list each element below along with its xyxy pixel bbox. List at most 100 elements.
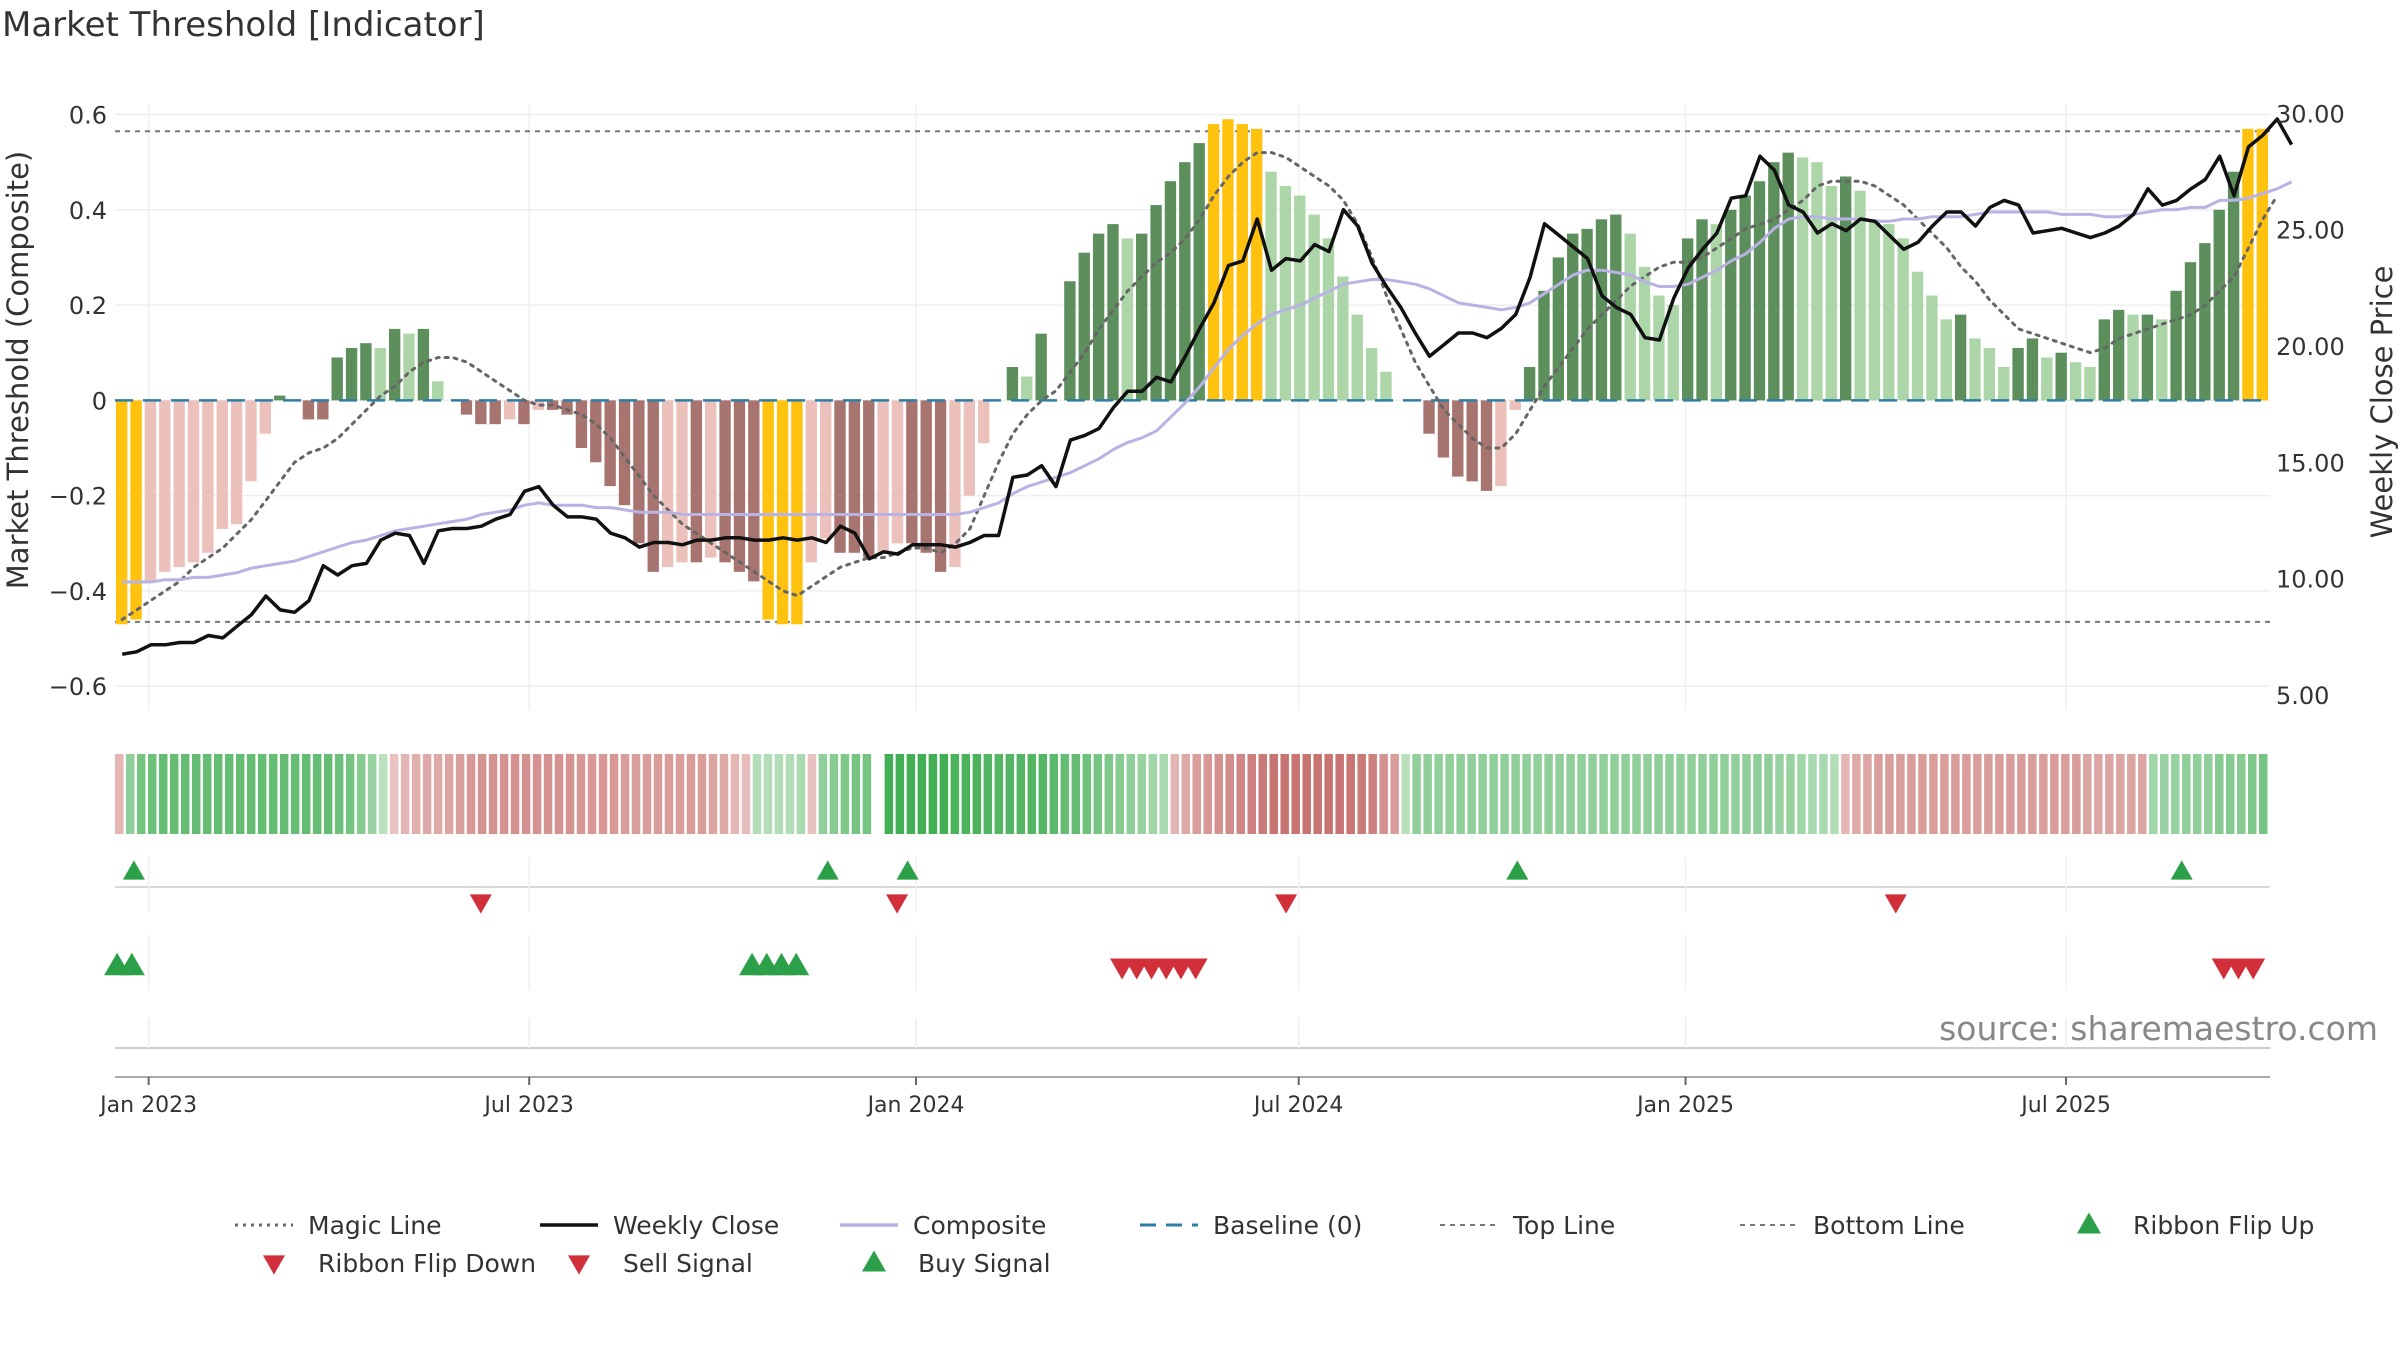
ribbon-cell xyxy=(1456,754,1465,834)
composite-bar xyxy=(503,400,516,420)
ribbon-cell xyxy=(983,754,993,834)
composite-bar xyxy=(489,400,501,425)
ribbon-cell xyxy=(1973,754,1982,834)
ribbon-cell xyxy=(345,754,355,834)
composite-bar xyxy=(1136,233,1148,401)
ribbon-cell xyxy=(807,754,817,834)
composite-bar xyxy=(417,328,430,401)
composite-bar xyxy=(2213,209,2225,401)
legend-item: Weekly Close xyxy=(540,1211,779,1240)
composite-bar xyxy=(906,400,918,544)
legend-label: Bottom Line xyxy=(1813,1211,1965,1240)
composite-bar xyxy=(1595,219,1608,401)
ribbon-cell xyxy=(466,754,476,834)
ribbon-cell xyxy=(1874,754,1883,834)
ribbon-flip-up-marker xyxy=(122,860,145,880)
legend-label: Top Line xyxy=(1512,1211,1615,1240)
legend-swatch xyxy=(263,1255,285,1275)
ribbon-cell xyxy=(609,754,619,834)
composite-bar xyxy=(1092,233,1105,401)
composite-bar xyxy=(1739,195,1751,401)
ribbon-cell xyxy=(631,754,641,834)
weekly-close-line xyxy=(121,117,2294,656)
ribbon-cell xyxy=(246,754,256,834)
composite-bar xyxy=(1725,209,1737,401)
ribbon-cell xyxy=(268,754,278,834)
composite-bar xyxy=(920,400,932,553)
x-tick-label: Jul 2025 xyxy=(2019,1093,2111,1118)
composite-bar xyxy=(1523,367,1536,401)
ribbon-cell xyxy=(796,754,806,834)
ribbon-cell xyxy=(884,754,894,834)
legend-label: Ribbon Flip Up xyxy=(2133,1211,2314,1240)
ribbon-flip-up-marker xyxy=(2170,860,2193,880)
ribbon-cell xyxy=(1544,754,1553,834)
composite-bar xyxy=(1495,400,1507,487)
ribbon-cell xyxy=(147,754,157,834)
composite-bar xyxy=(216,400,228,529)
ribbon-cell xyxy=(1170,754,1180,834)
ribbon-cell xyxy=(1555,754,1564,834)
composite-bar xyxy=(1021,376,1033,401)
left-tick-label: −0.2 xyxy=(49,483,107,511)
composite-bar xyxy=(1796,157,1809,401)
ribbon-cell xyxy=(917,754,927,834)
ribbon-cell xyxy=(1423,754,1432,834)
composite-bar xyxy=(130,400,142,620)
ribbon-cell xyxy=(1687,754,1696,834)
ribbon-cell xyxy=(312,754,322,834)
ribbon-cell xyxy=(1159,754,1169,834)
ribbon-cell xyxy=(554,754,564,834)
ribbon-cell xyxy=(719,754,729,834)
left-tick-label: 0 xyxy=(92,387,107,415)
composite-bar xyxy=(2026,338,2039,401)
composite-bar xyxy=(676,400,688,563)
ribbon-cell xyxy=(279,754,289,834)
composite-bar xyxy=(403,333,415,401)
ribbon-flip-up-marker xyxy=(896,860,919,880)
ribbon-cell xyxy=(1852,754,1861,834)
composite-bar xyxy=(1294,195,1306,401)
x-tick-label: Jan 2025 xyxy=(1635,1093,1734,1118)
x-tick-label: Jul 2024 xyxy=(1252,1093,1344,1118)
ribbon-cell xyxy=(1302,754,1311,834)
composite-bar xyxy=(159,400,171,572)
ribbon-cell xyxy=(257,754,267,834)
ribbon-cell xyxy=(686,754,696,834)
composite-bar xyxy=(1897,238,1909,401)
ribbon-cell xyxy=(598,754,608,834)
ribbon-cell xyxy=(961,754,971,834)
composite-bar xyxy=(1983,347,1996,401)
ribbon-cell xyxy=(785,754,795,834)
composite-bar xyxy=(2170,290,2182,401)
composite-bar xyxy=(1911,271,1924,401)
composite-bar xyxy=(2069,362,2082,401)
composite-bar xyxy=(388,328,401,401)
composite-bar xyxy=(1222,119,1234,401)
ribbon-cell xyxy=(499,754,509,834)
ribbon-cell xyxy=(1709,754,1718,834)
composite-bar xyxy=(2184,262,2197,401)
ribbon-flip-up-marker xyxy=(816,860,839,880)
ribbon-cell xyxy=(1390,754,1399,834)
ribbon-cell xyxy=(1049,754,1059,834)
ribbon-cell xyxy=(2105,754,2114,834)
composite-bar xyxy=(963,400,975,496)
ribbon-cell xyxy=(774,754,784,834)
ribbon-cell xyxy=(532,754,542,834)
composite-bars xyxy=(116,119,2268,625)
sell-signal-marker xyxy=(2241,958,2266,980)
composite-bar xyxy=(1121,238,1134,401)
ribbon-cell xyxy=(1324,754,1333,834)
ribbon-cell xyxy=(2215,754,2224,834)
ribbon-cell xyxy=(1753,754,1762,834)
ribbon-cell xyxy=(2259,754,2268,834)
ribbon-cell xyxy=(1368,754,1377,834)
x-axis: Jan 2023 Jul 2023 Jan 2024 Jul 2024 Jan 2025… xyxy=(98,1018,2270,1118)
ribbon-cell xyxy=(224,754,234,834)
ribbon-cell xyxy=(400,754,410,834)
ribbon-cell xyxy=(1918,754,1927,834)
ribbon-cell xyxy=(1313,754,1322,834)
ribbon-cell xyxy=(323,754,333,834)
composite-bar xyxy=(1653,295,1665,401)
